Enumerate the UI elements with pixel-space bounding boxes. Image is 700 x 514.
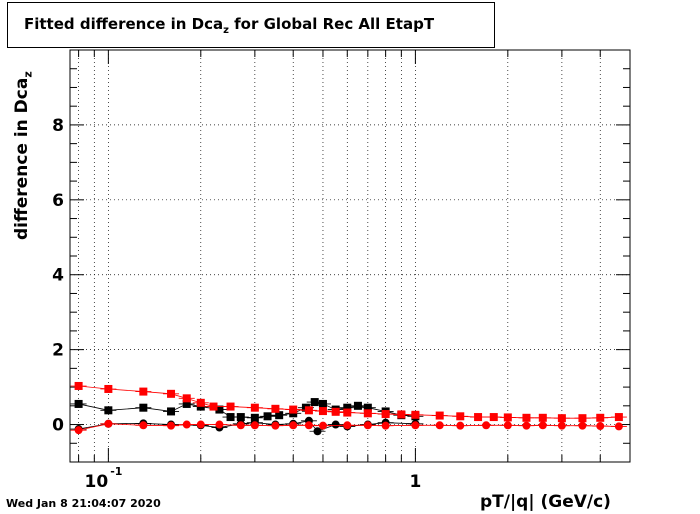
data-point (482, 421, 491, 430)
data-point (538, 421, 547, 430)
data-point (139, 387, 148, 396)
data-point (196, 398, 205, 407)
tick-labels: 0 2 4 6 8 10-1 1 (52, 116, 421, 492)
data-point (578, 414, 587, 423)
data-point (196, 420, 205, 429)
data-point (182, 394, 191, 403)
data-point (182, 399, 191, 408)
data-point (435, 421, 444, 430)
data-point (474, 413, 483, 422)
data-point (456, 421, 465, 430)
data-point (104, 419, 113, 428)
timestamp-footer: Wed Jan 8 21:04:07 2020 (6, 497, 161, 510)
data-point (215, 405, 224, 414)
data-point (381, 421, 390, 430)
data-point (381, 410, 390, 419)
data-point (271, 404, 280, 413)
data-point (104, 384, 113, 393)
data-point (503, 413, 512, 422)
data-point (411, 410, 420, 419)
data-point (74, 426, 83, 435)
data-point (139, 421, 148, 430)
data-point (363, 421, 372, 430)
series-2 (70, 381, 627, 423)
data-point (557, 414, 566, 423)
data-point (263, 412, 272, 421)
data-point (331, 407, 340, 416)
grid (70, 49, 631, 462)
data-point (343, 408, 352, 417)
data-point (318, 407, 327, 416)
title-rest: for Global Rec All EtapT (228, 15, 435, 33)
data-point (275, 411, 284, 420)
data-point (596, 422, 605, 431)
data-point (557, 421, 566, 430)
data-point (353, 401, 362, 410)
data-point (331, 420, 340, 429)
chart-title: Fitted difference in Dcaz for Global Rec… (24, 15, 434, 36)
data-point (250, 421, 259, 430)
y-tick-label: 8 (52, 116, 64, 136)
data-point (313, 427, 322, 436)
data-point (397, 410, 406, 419)
data-point (363, 409, 372, 418)
data-point (74, 399, 83, 408)
data-point (522, 421, 531, 430)
data-point (318, 421, 327, 430)
data-point (538, 413, 547, 422)
y-tick-label: 2 (52, 341, 64, 361)
data-point (318, 399, 327, 408)
data-point (456, 412, 465, 421)
data-point (363, 403, 372, 412)
data-point (236, 413, 245, 422)
plot-frame (69, 49, 631, 463)
data-point (578, 421, 587, 430)
data-point (167, 407, 176, 416)
data-point (522, 413, 531, 422)
data-point (167, 421, 176, 430)
title-main: Fitted difference in Dca (24, 15, 224, 33)
title-box: Fitted difference in Dcaz for Global Rec… (7, 2, 495, 48)
data-point (226, 402, 235, 411)
data-point (74, 381, 83, 390)
data-point (310, 398, 319, 407)
data-point (139, 403, 148, 412)
data-point (289, 405, 298, 414)
ticks (70, 49, 631, 463)
data-point (343, 403, 352, 412)
data-point (596, 413, 605, 422)
data-point (614, 413, 623, 422)
data-point (304, 406, 313, 415)
x-tick-label: 10 (85, 472, 109, 492)
data-point (182, 420, 191, 429)
data-point (104, 406, 113, 415)
data-point (489, 413, 498, 422)
data-point (226, 413, 235, 422)
title-subscript: z (223, 25, 229, 36)
data-point (236, 421, 245, 430)
data-point (343, 421, 352, 430)
series-group (70, 381, 627, 436)
series-3 (70, 419, 627, 435)
data-point (411, 421, 420, 430)
data-point (271, 421, 280, 430)
data-point (215, 420, 224, 429)
data-point (304, 421, 313, 430)
y-tick-label: 4 (52, 266, 64, 286)
y-tick-label: 0 (52, 416, 64, 436)
y-tick-label: 6 (52, 191, 64, 211)
data-point (435, 411, 444, 420)
data-point (503, 421, 512, 430)
x-tick-label-exponent: -1 (110, 465, 122, 478)
data-point (209, 402, 218, 411)
data-point (289, 421, 298, 430)
data-point (614, 422, 623, 431)
data-point (250, 403, 259, 412)
x-tick-label: 1 (409, 472, 421, 492)
x-axis-label: pT/|q| (GeV/c) (480, 492, 611, 512)
data-point (167, 389, 176, 398)
data-point (250, 413, 259, 422)
